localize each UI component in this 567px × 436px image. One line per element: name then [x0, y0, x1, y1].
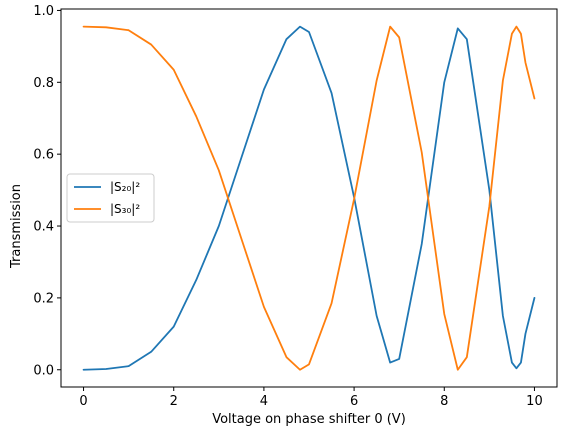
x-tick-label: 6: [350, 394, 358, 409]
legend-box: [66, 173, 155, 223]
plot-area: [82, 25, 536, 371]
x-axis-label: Voltage on phase shifter 0 (V): [212, 412, 406, 427]
y-tick-label: 1.0: [33, 4, 54, 19]
axes: 0 2 4 6 8 10 0.0 0.2 0.4 0.6 0.8 1.0: [33, 4, 558, 409]
x-tick-label: 10: [526, 394, 543, 409]
legend-label-2: |S₃₀|²: [110, 202, 140, 216]
legend-label-1: |S₂₀|²: [110, 180, 140, 194]
y-axis-label: Transmission: [9, 184, 24, 269]
y-tick-label: 0.0: [33, 363, 54, 378]
x-tick-label: 8: [440, 394, 448, 409]
series-line-2: [82, 25, 536, 371]
y-tick-label: 0.2: [33, 291, 54, 306]
axes-frame: [60, 8, 558, 388]
x-tick-label: 0: [79, 394, 87, 409]
y-tick-label: 0.6: [33, 148, 54, 163]
legend: |S₂₀|² |S₃₀|²: [66, 173, 155, 223]
x-tick-label: 4: [260, 394, 268, 409]
y-tick-label: 0.8: [33, 76, 54, 91]
series-line-1: [82, 25, 536, 371]
y-tick-label: 0.4: [33, 220, 54, 235]
x-tick-label: 2: [170, 394, 178, 409]
